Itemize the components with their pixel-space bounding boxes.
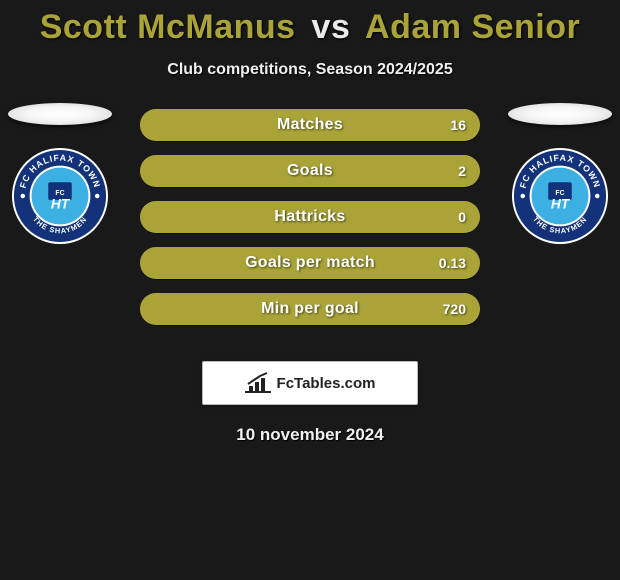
player2-name: Adam Senior: [365, 8, 580, 46]
stat-bar-label: Matches: [140, 109, 480, 141]
stat-bar-value-right: 720: [429, 293, 480, 325]
stat-bar-value-left: [140, 155, 168, 187]
stat-bar-value-left: [140, 293, 168, 325]
club-crest-left: FC HALIFAX TOWN THE SHAYMEN FC HT: [11, 147, 109, 245]
subtitle: Club competitions, Season 2024/2025: [0, 61, 620, 79]
svg-text:HT: HT: [51, 197, 71, 212]
stat-bar-value-left: [140, 109, 168, 141]
brand-text: FcTables.com: [277, 375, 376, 392]
stat-bar: Min per goal720: [140, 293, 480, 325]
left-player-side: FC HALIFAX TOWN THE SHAYMEN FC HT: [0, 103, 120, 245]
vs-text: vs: [312, 8, 351, 46]
stat-bar-label: Goals: [140, 155, 480, 187]
stat-bar: Goals2: [140, 155, 480, 187]
player-shadow-right: [508, 103, 612, 125]
comparison-arena: FC HALIFAX TOWN THE SHAYMEN FC HT FC HAL…: [0, 109, 620, 339]
date-stamp: 10 november 2024: [0, 425, 620, 445]
stat-bars: Matches16 Goals2 Hattricks0 Goals per match…: [140, 109, 480, 339]
stat-bar-value-right: 16: [436, 109, 480, 141]
stat-bar-value-right: 2: [444, 155, 480, 187]
page-title: Scott McManus vs Adam Senior: [0, 0, 620, 47]
stat-bar-value-left: [140, 247, 168, 279]
svg-text:HT: HT: [551, 197, 571, 212]
brand-chart-icon: [245, 372, 271, 394]
stat-bar-value-right: 0.13: [425, 247, 480, 279]
stat-bar: Matches16: [140, 109, 480, 141]
player-shadow-left: [8, 103, 112, 125]
stat-bar: Hattricks0: [140, 201, 480, 233]
player1-name: Scott McManus: [40, 8, 296, 46]
stat-bar-value-left: [140, 201, 168, 233]
stat-bar: Goals per match0.13: [140, 247, 480, 279]
brand-box: FcTables.com: [202, 361, 418, 405]
stat-bar-label: Hattricks: [140, 201, 480, 233]
stat-bar-value-right: 0: [444, 201, 480, 233]
club-crest-right: FC HALIFAX TOWN THE SHAYMEN FC HT: [511, 147, 609, 245]
right-player-side: FC HALIFAX TOWN THE SHAYMEN FC HT: [500, 103, 620, 245]
